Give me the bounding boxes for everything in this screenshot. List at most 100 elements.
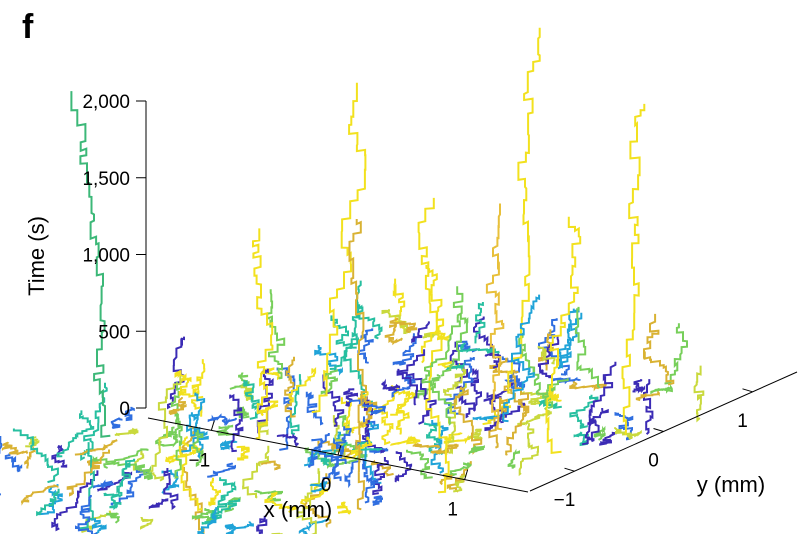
trajectory <box>468 428 483 441</box>
trajectory <box>440 313 469 377</box>
trajectory <box>257 420 269 436</box>
x-tick-label: 0 <box>321 475 332 496</box>
panel-label: f <box>22 8 34 46</box>
trajectory <box>309 480 328 493</box>
trajectory <box>51 470 99 532</box>
trajectory <box>256 515 268 534</box>
long-trajectory <box>252 228 274 440</box>
trajectory <box>191 359 206 417</box>
long-trajectories <box>70 27 646 511</box>
long-trajectory <box>70 91 111 438</box>
trajectory <box>337 501 352 515</box>
trajectory <box>411 321 430 344</box>
trajectory <box>356 304 383 340</box>
trajectory <box>457 342 500 356</box>
z-tick-label: 1,000 <box>82 246 130 267</box>
z-tick-label: 2,000 <box>82 92 130 113</box>
trajectory <box>348 398 386 415</box>
x-tick-mark <box>210 420 215 431</box>
trajectory <box>569 381 607 392</box>
trajectory <box>362 458 379 504</box>
trajectory <box>453 474 467 493</box>
trajectory <box>257 460 281 471</box>
trajectory <box>220 439 238 451</box>
trajectory <box>0 436 3 496</box>
trajectory <box>66 449 110 497</box>
trajectory <box>148 498 169 510</box>
trajectory <box>599 431 617 446</box>
trajectory <box>114 427 139 437</box>
trajectory <box>503 378 529 418</box>
trajectory <box>664 323 688 385</box>
trajectory <box>56 410 95 458</box>
z-tick-label: 500 <box>98 322 130 343</box>
trajectory <box>430 443 459 455</box>
trajectory <box>614 427 642 440</box>
trajectory <box>643 379 654 435</box>
trajectory <box>484 402 525 432</box>
trajectory <box>396 349 426 406</box>
trajectory <box>507 448 520 469</box>
trajectory <box>569 394 599 429</box>
long-trajectory <box>485 203 505 431</box>
trajectory <box>314 345 343 376</box>
trajectory <box>474 302 486 344</box>
trajectory <box>242 445 270 499</box>
trajectory <box>389 317 418 334</box>
x-tick-mark <box>337 444 342 456</box>
long-trajectory <box>421 286 464 426</box>
trajectory <box>93 479 114 489</box>
trajectory <box>207 462 236 478</box>
trajectory <box>24 445 36 469</box>
trajectory <box>124 406 135 422</box>
trajectory <box>412 442 440 448</box>
trajectory <box>693 365 705 423</box>
trajectory <box>390 435 421 446</box>
y-tick-label: −1 <box>554 490 576 511</box>
trajectory <box>484 352 501 369</box>
trajectory <box>443 366 467 398</box>
trajectory <box>337 414 358 453</box>
trajectory <box>288 367 317 403</box>
long-trajectory <box>348 219 367 511</box>
trajectory <box>305 391 324 426</box>
trajectory <box>300 484 328 505</box>
y-axis-label: y (mm) <box>697 472 765 497</box>
y-tick-mark <box>564 467 575 472</box>
trajectory <box>106 512 120 524</box>
trajectory <box>650 384 673 395</box>
trajectory <box>79 442 95 530</box>
trajectory <box>51 444 68 468</box>
trajectory <box>483 380 518 402</box>
trajectory <box>350 280 362 349</box>
trajectory <box>208 477 221 507</box>
trajectory <box>110 417 123 429</box>
trajectory <box>92 455 153 481</box>
trajectory <box>396 389 410 435</box>
trajectory <box>21 484 59 506</box>
trajectory <box>517 409 552 426</box>
trajectory <box>584 408 609 443</box>
trajectory <box>372 457 389 496</box>
trajectory <box>91 517 107 534</box>
trajectory <box>635 388 660 402</box>
trajectory <box>225 521 254 534</box>
z-tick-label: 1,500 <box>82 169 130 190</box>
trajectory <box>364 414 382 486</box>
trajectory <box>384 323 403 346</box>
trajectory <box>381 378 401 392</box>
trajectory <box>183 466 205 534</box>
trajectory <box>207 413 237 427</box>
trajectory <box>229 393 244 453</box>
tick-marks: 0 500 1,000 1,500 2,000 −1 0 1 −1 0 1 <box>82 92 753 521</box>
trajectory <box>378 385 399 446</box>
trajectory <box>1 441 29 456</box>
long-trajectory <box>621 103 646 437</box>
trajectory <box>216 424 234 436</box>
trajectory <box>236 445 250 461</box>
trajectory <box>308 433 330 468</box>
trajectory <box>406 449 433 480</box>
trajectory <box>505 374 530 456</box>
trajectory <box>537 345 556 365</box>
